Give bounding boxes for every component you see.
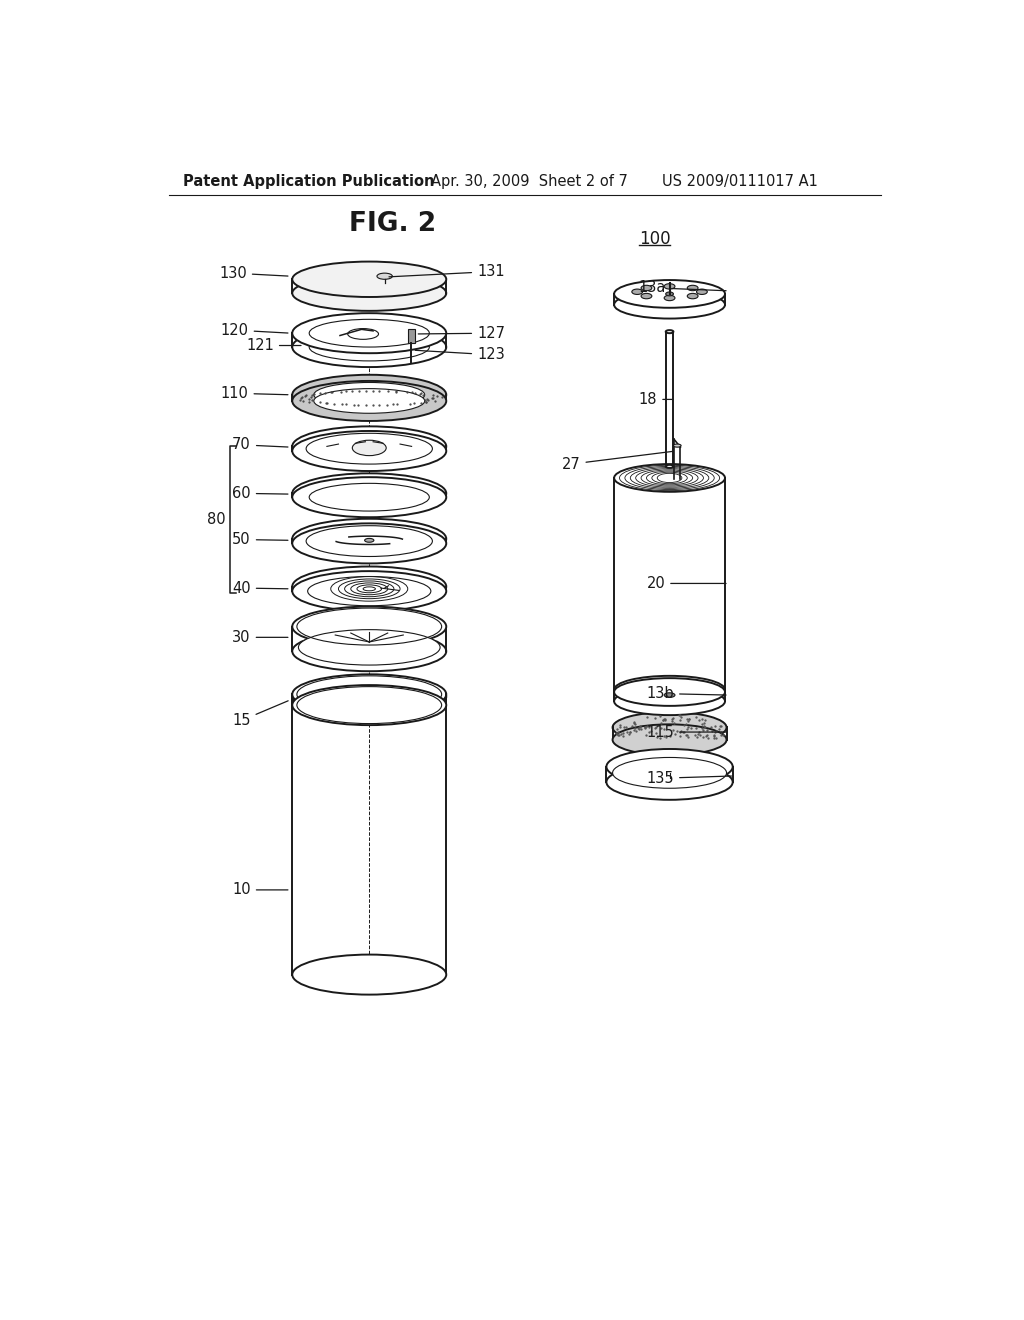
Ellipse shape (292, 381, 446, 421)
Text: 20: 20 (646, 576, 726, 591)
Text: 100: 100 (639, 230, 671, 248)
Text: 70: 70 (232, 437, 288, 453)
Ellipse shape (632, 289, 643, 294)
Ellipse shape (292, 631, 446, 671)
Ellipse shape (674, 444, 681, 447)
Ellipse shape (614, 676, 725, 704)
Ellipse shape (377, 273, 392, 280)
Ellipse shape (665, 693, 675, 697)
Ellipse shape (292, 607, 446, 647)
Text: 40: 40 (232, 581, 288, 595)
Text: 127: 127 (418, 326, 505, 341)
Text: 135: 135 (646, 771, 731, 785)
Ellipse shape (666, 465, 674, 469)
Text: 80: 80 (207, 512, 225, 527)
Ellipse shape (313, 383, 425, 407)
Ellipse shape (309, 319, 429, 347)
Ellipse shape (298, 630, 440, 665)
Ellipse shape (606, 764, 733, 800)
Text: 13a: 13a (639, 280, 726, 296)
Text: FIG. 2: FIG. 2 (349, 211, 436, 236)
Ellipse shape (292, 954, 446, 995)
Ellipse shape (292, 430, 446, 471)
Text: 18: 18 (639, 392, 673, 407)
Ellipse shape (666, 292, 674, 296)
Ellipse shape (292, 675, 446, 714)
Ellipse shape (307, 577, 431, 606)
Text: 110: 110 (220, 385, 288, 401)
Ellipse shape (365, 539, 374, 543)
Ellipse shape (665, 284, 675, 289)
Ellipse shape (641, 293, 652, 298)
Ellipse shape (687, 285, 698, 290)
Ellipse shape (292, 677, 446, 717)
Ellipse shape (292, 426, 446, 466)
Text: 13b: 13b (646, 686, 726, 701)
Ellipse shape (309, 333, 429, 360)
Ellipse shape (352, 441, 386, 455)
Text: 30: 30 (232, 630, 288, 645)
Ellipse shape (696, 289, 708, 294)
Ellipse shape (606, 748, 733, 784)
Ellipse shape (614, 290, 725, 318)
Text: 130: 130 (219, 265, 288, 281)
Text: 27: 27 (562, 451, 673, 471)
Text: 123: 123 (415, 347, 505, 362)
Ellipse shape (641, 285, 652, 290)
FancyBboxPatch shape (408, 330, 415, 343)
Ellipse shape (292, 572, 446, 611)
Text: 10: 10 (232, 882, 288, 898)
Ellipse shape (665, 296, 675, 301)
Ellipse shape (307, 572, 431, 601)
Ellipse shape (292, 566, 446, 607)
Ellipse shape (292, 276, 446, 312)
Ellipse shape (292, 313, 446, 354)
Ellipse shape (292, 261, 446, 297)
Text: 131: 131 (389, 264, 505, 279)
Ellipse shape (612, 725, 727, 755)
Ellipse shape (313, 388, 425, 413)
Ellipse shape (292, 478, 446, 517)
Text: Patent Application Publication: Patent Application Publication (183, 174, 434, 189)
Ellipse shape (292, 685, 446, 725)
Text: 115: 115 (646, 725, 726, 739)
Ellipse shape (612, 758, 727, 788)
Text: 120: 120 (220, 322, 288, 338)
Ellipse shape (687, 293, 698, 298)
Ellipse shape (309, 483, 429, 511)
Ellipse shape (292, 474, 446, 513)
Ellipse shape (309, 479, 429, 507)
Ellipse shape (614, 678, 725, 706)
Ellipse shape (292, 519, 446, 558)
Ellipse shape (292, 524, 446, 564)
Text: 50: 50 (232, 532, 288, 546)
Text: 15: 15 (232, 701, 288, 729)
Ellipse shape (292, 327, 446, 367)
Text: US 2009/0111017 A1: US 2009/0111017 A1 (662, 174, 818, 189)
Ellipse shape (614, 688, 725, 715)
Ellipse shape (297, 676, 441, 713)
Ellipse shape (292, 375, 446, 414)
Ellipse shape (612, 711, 727, 743)
Ellipse shape (614, 280, 725, 308)
Text: 60: 60 (232, 486, 288, 500)
Text: 121: 121 (246, 338, 301, 352)
Ellipse shape (666, 330, 674, 333)
Ellipse shape (614, 465, 725, 492)
Text: Apr. 30, 2009  Sheet 2 of 7: Apr. 30, 2009 Sheet 2 of 7 (431, 174, 628, 189)
Ellipse shape (297, 686, 441, 723)
Ellipse shape (297, 678, 441, 715)
